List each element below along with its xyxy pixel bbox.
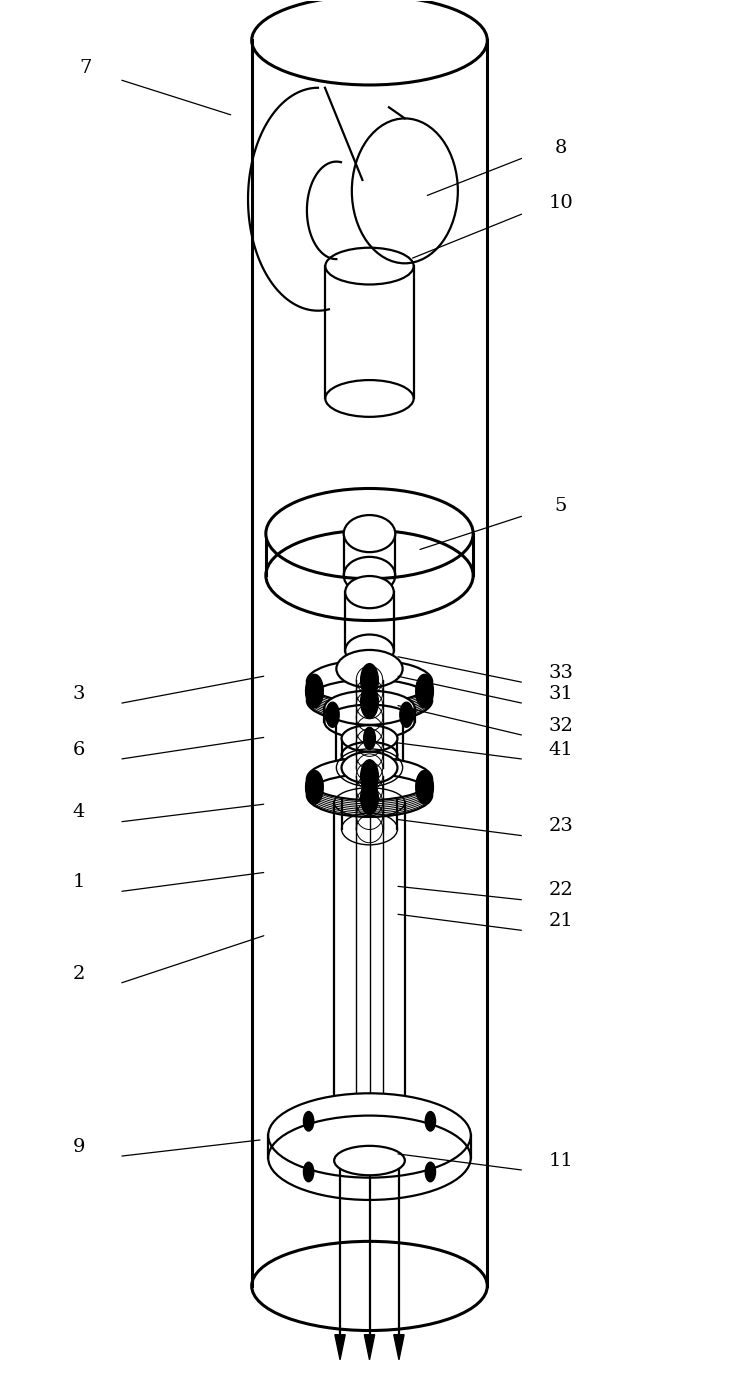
Ellipse shape [344, 515, 395, 553]
Text: 11: 11 [548, 1152, 573, 1170]
Text: 21: 21 [548, 912, 573, 930]
Text: 3: 3 [72, 685, 85, 702]
Circle shape [400, 702, 413, 727]
Text: 32: 32 [548, 718, 573, 734]
Text: 41: 41 [548, 740, 573, 758]
Circle shape [304, 1111, 314, 1131]
Text: 33: 33 [548, 664, 573, 681]
Ellipse shape [336, 651, 403, 688]
Text: 5: 5 [555, 497, 567, 515]
Ellipse shape [266, 489, 473, 579]
Ellipse shape [307, 758, 432, 800]
Ellipse shape [341, 725, 398, 751]
Polygon shape [364, 1335, 375, 1360]
Circle shape [416, 674, 433, 708]
Text: 8: 8 [555, 138, 567, 156]
Ellipse shape [334, 1146, 405, 1175]
Circle shape [425, 1163, 435, 1182]
Circle shape [361, 685, 378, 719]
Ellipse shape [324, 691, 415, 725]
Circle shape [425, 1111, 435, 1131]
Text: 1: 1 [72, 872, 85, 891]
Polygon shape [394, 1335, 404, 1360]
Ellipse shape [268, 1093, 471, 1178]
Ellipse shape [341, 752, 398, 783]
Circle shape [361, 663, 378, 697]
Circle shape [306, 674, 323, 708]
Polygon shape [335, 1335, 345, 1360]
Circle shape [416, 771, 433, 804]
Ellipse shape [345, 635, 394, 667]
Circle shape [361, 782, 378, 814]
Circle shape [364, 727, 375, 750]
Circle shape [306, 771, 323, 804]
Text: 10: 10 [548, 194, 573, 212]
Circle shape [361, 759, 378, 793]
Text: 6: 6 [72, 740, 85, 758]
Text: 31: 31 [548, 685, 573, 702]
Ellipse shape [345, 577, 394, 609]
Text: 4: 4 [72, 803, 85, 821]
Text: 23: 23 [548, 817, 573, 835]
Text: 7: 7 [80, 59, 92, 77]
Text: 9: 9 [72, 1138, 85, 1156]
Circle shape [326, 702, 339, 727]
Ellipse shape [307, 660, 432, 702]
Text: 22: 22 [548, 881, 573, 899]
Circle shape [304, 1163, 314, 1182]
Text: 2: 2 [72, 965, 85, 983]
